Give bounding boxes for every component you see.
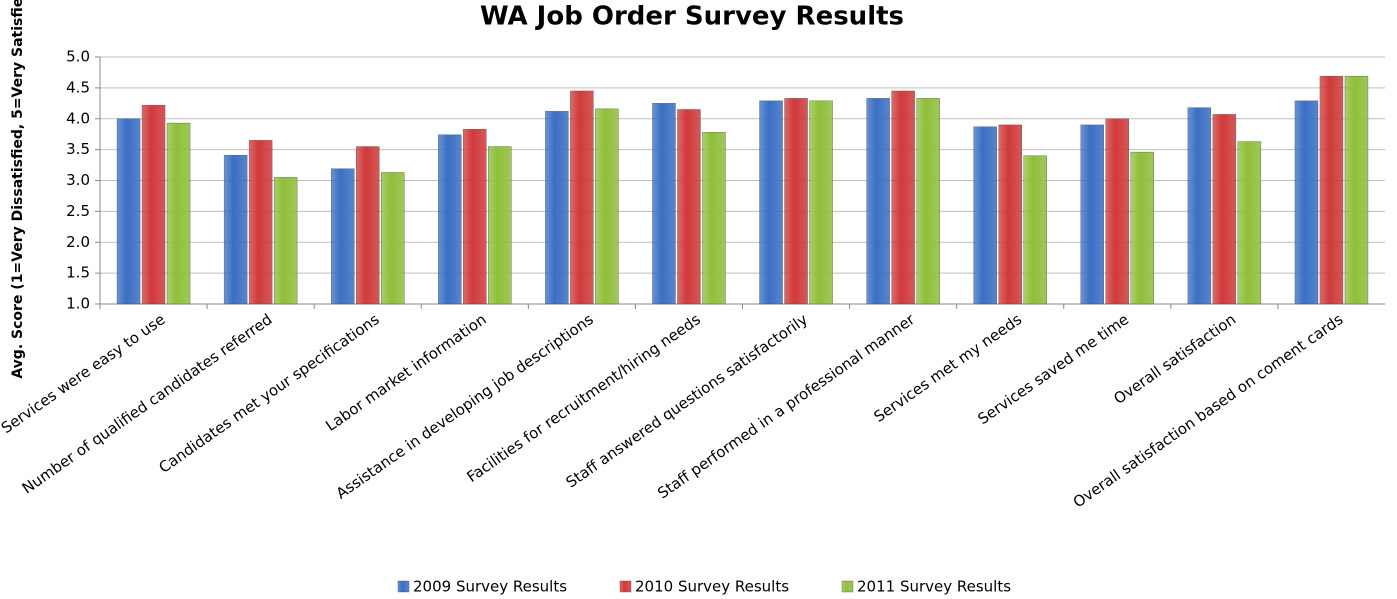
bar xyxy=(356,146,380,305)
legend-swatch xyxy=(397,580,410,593)
bar xyxy=(570,90,594,305)
bar xyxy=(141,104,166,305)
y-axis-label: Avg. Score (1=Very Dissatisfied, 5=Very … xyxy=(10,0,26,379)
bar xyxy=(545,111,569,305)
legend-label: 2009 Survey Results xyxy=(413,578,567,596)
bar xyxy=(1080,124,1104,305)
bar xyxy=(891,90,915,305)
bar xyxy=(1023,155,1047,305)
legend-label: 2011 Survey Results xyxy=(857,578,1011,596)
y-tick-label: 1.0 xyxy=(66,295,90,313)
bar xyxy=(116,118,141,305)
bar xyxy=(1294,100,1319,305)
bar xyxy=(652,103,676,305)
bar xyxy=(223,154,248,305)
bar xyxy=(677,109,701,305)
bar xyxy=(438,134,462,305)
legend-label: 2010 Survey Results xyxy=(635,578,789,596)
bar xyxy=(1105,118,1129,305)
bar xyxy=(1344,75,1369,305)
legend-swatch xyxy=(619,580,632,593)
bar xyxy=(1187,107,1212,305)
bar xyxy=(916,98,940,305)
bar xyxy=(973,126,997,305)
y-tick-label: 3.5 xyxy=(66,140,90,158)
y-tick-label: 1.5 xyxy=(66,264,90,282)
bar xyxy=(784,98,808,305)
chart-title: WA Job Order Survey Results xyxy=(480,2,904,32)
y-tick-label: 2.5 xyxy=(66,202,90,220)
bar xyxy=(381,172,405,305)
x-tick-label: Facilities for recruitment/hiring needs xyxy=(463,310,704,486)
y-tick-label: 4.0 xyxy=(66,109,90,127)
y-tick-label: 4.5 xyxy=(66,78,90,96)
bar xyxy=(866,98,890,305)
y-tick-label: 2.0 xyxy=(66,233,90,251)
bar xyxy=(595,108,619,305)
bar xyxy=(331,168,355,305)
y-tick-label: 3.0 xyxy=(66,171,90,189)
bar xyxy=(273,177,298,305)
bar xyxy=(759,100,783,305)
x-tick-label: Candidates met your specifications xyxy=(155,310,382,477)
legend-swatch xyxy=(841,580,854,593)
bar xyxy=(1212,114,1237,305)
bar xyxy=(1319,75,1344,305)
bar xyxy=(488,146,512,305)
bar xyxy=(998,124,1022,305)
bar xyxy=(166,122,191,305)
bar xyxy=(1237,141,1262,305)
bar xyxy=(463,129,487,305)
bar xyxy=(248,140,273,305)
bar xyxy=(809,100,833,305)
bar xyxy=(1130,151,1154,305)
y-tick-label: 5.0 xyxy=(66,48,90,66)
bar xyxy=(702,132,726,305)
